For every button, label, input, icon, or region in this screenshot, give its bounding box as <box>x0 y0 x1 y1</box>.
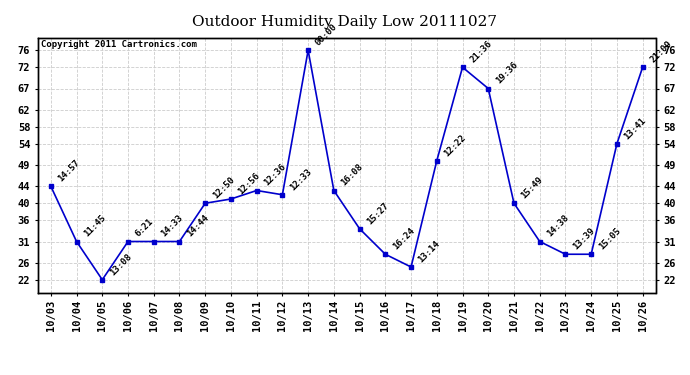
Text: 15:49: 15:49 <box>520 175 545 201</box>
Text: 14:33: 14:33 <box>159 213 185 239</box>
Text: 13:39: 13:39 <box>571 226 596 252</box>
Text: 16:08: 16:08 <box>339 162 365 188</box>
Text: 12:50: 12:50 <box>210 175 236 201</box>
Text: 6:21: 6:21 <box>134 217 155 239</box>
Text: 14:38: 14:38 <box>545 213 571 239</box>
Text: 13:14: 13:14 <box>417 239 442 264</box>
Text: 13:08: 13:08 <box>108 252 133 277</box>
Text: 14:57: 14:57 <box>57 158 81 183</box>
Text: 21:36: 21:36 <box>468 39 493 64</box>
Text: 13:41: 13:41 <box>622 116 648 141</box>
Text: 14:44: 14:44 <box>185 213 210 239</box>
Text: 16:24: 16:24 <box>391 226 416 252</box>
Text: 11:45: 11:45 <box>82 213 108 239</box>
Text: 21:09: 21:09 <box>648 39 673 64</box>
Text: 12:33: 12:33 <box>288 166 313 192</box>
Text: 00:00: 00:00 <box>314 22 339 48</box>
Text: 12:22: 12:22 <box>442 133 468 158</box>
Text: Outdoor Humidity Daily Low 20111027: Outdoor Humidity Daily Low 20111027 <box>193 15 497 29</box>
Text: 12:36: 12:36 <box>262 162 288 188</box>
Text: 15:05: 15:05 <box>597 226 622 252</box>
Text: Copyright 2011 Cartronics.com: Copyright 2011 Cartronics.com <box>41 40 197 49</box>
Text: 15:27: 15:27 <box>365 201 391 226</box>
Text: 19:36: 19:36 <box>494 60 519 86</box>
Text: 12:56: 12:56 <box>237 171 262 196</box>
